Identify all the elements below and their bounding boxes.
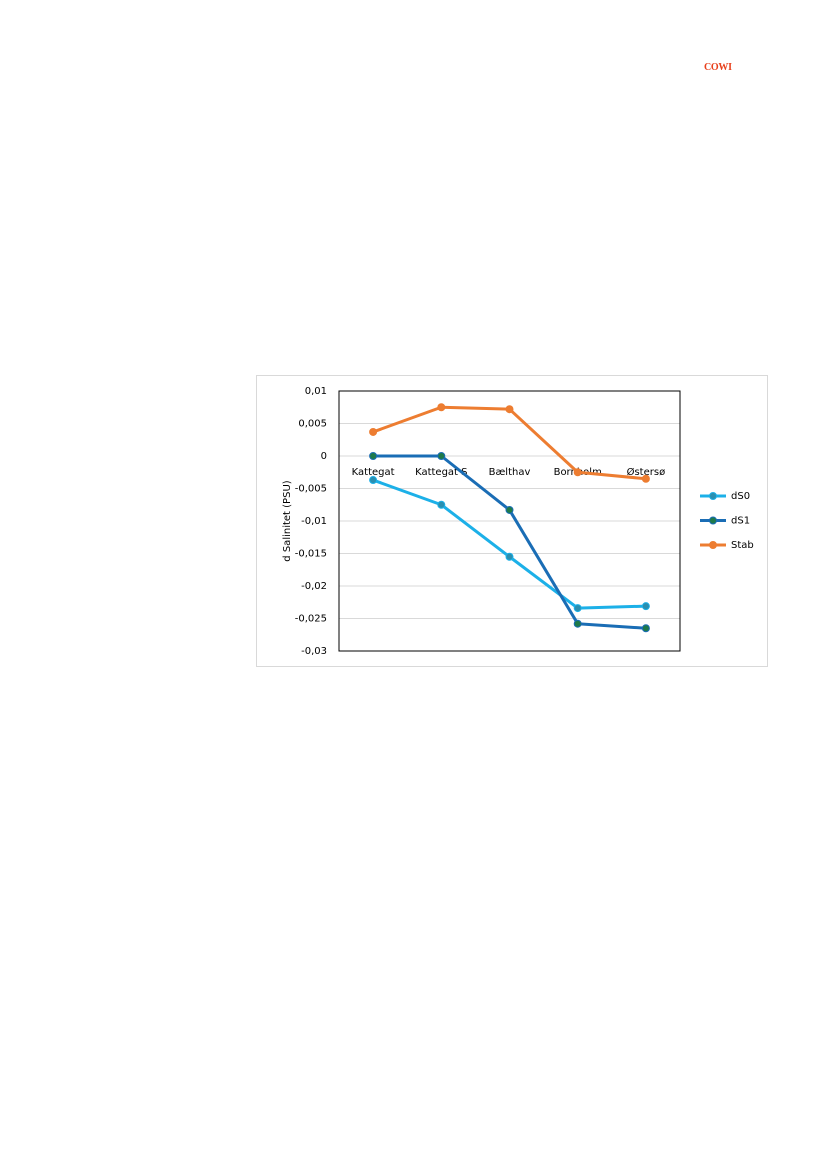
marker — [505, 405, 514, 414]
marker — [437, 403, 446, 412]
x-tick-label: Kattegat — [352, 467, 395, 478]
x-tick-label: Bælthav — [489, 467, 531, 478]
legend-label: Stab — [731, 540, 754, 551]
legend-label: dS0 — [731, 491, 750, 502]
marker — [641, 474, 650, 483]
marker — [369, 452, 378, 460]
marker — [641, 602, 650, 611]
y-tick-label: -0,025 — [295, 614, 327, 625]
marker — [573, 468, 582, 477]
marker — [369, 427, 378, 436]
x-tick-label: Østersø — [627, 466, 666, 478]
y-tick-label: 0 — [321, 451, 327, 462]
legend-marker — [709, 492, 717, 500]
logo: COWI — [704, 62, 732, 73]
y-tick-label: -0,015 — [295, 549, 327, 560]
legend-marker — [709, 516, 717, 525]
y-tick-label: -0,03 — [301, 646, 327, 657]
y-tick-label: 0,005 — [298, 419, 327, 430]
marker — [505, 552, 514, 561]
y-tick-label: -0,02 — [301, 581, 327, 592]
y-tick-label: 0,01 — [305, 386, 327, 397]
plot-border — [338, 390, 681, 652]
legend-marker — [709, 541, 717, 549]
marker — [641, 624, 650, 633]
y-axis-label: d Salinitet (PSU) — [282, 480, 293, 561]
y-tick-label: -0,005 — [295, 484, 327, 495]
marker — [369, 476, 378, 485]
y-tick-label: -0,01 — [301, 516, 327, 527]
marker — [573, 619, 582, 628]
legend-label: dS1 — [731, 516, 750, 527]
marker — [505, 505, 514, 514]
marker — [437, 452, 446, 460]
marker — [573, 604, 582, 613]
marker — [437, 500, 446, 509]
x-tick-label: Kattegat S — [415, 467, 467, 478]
